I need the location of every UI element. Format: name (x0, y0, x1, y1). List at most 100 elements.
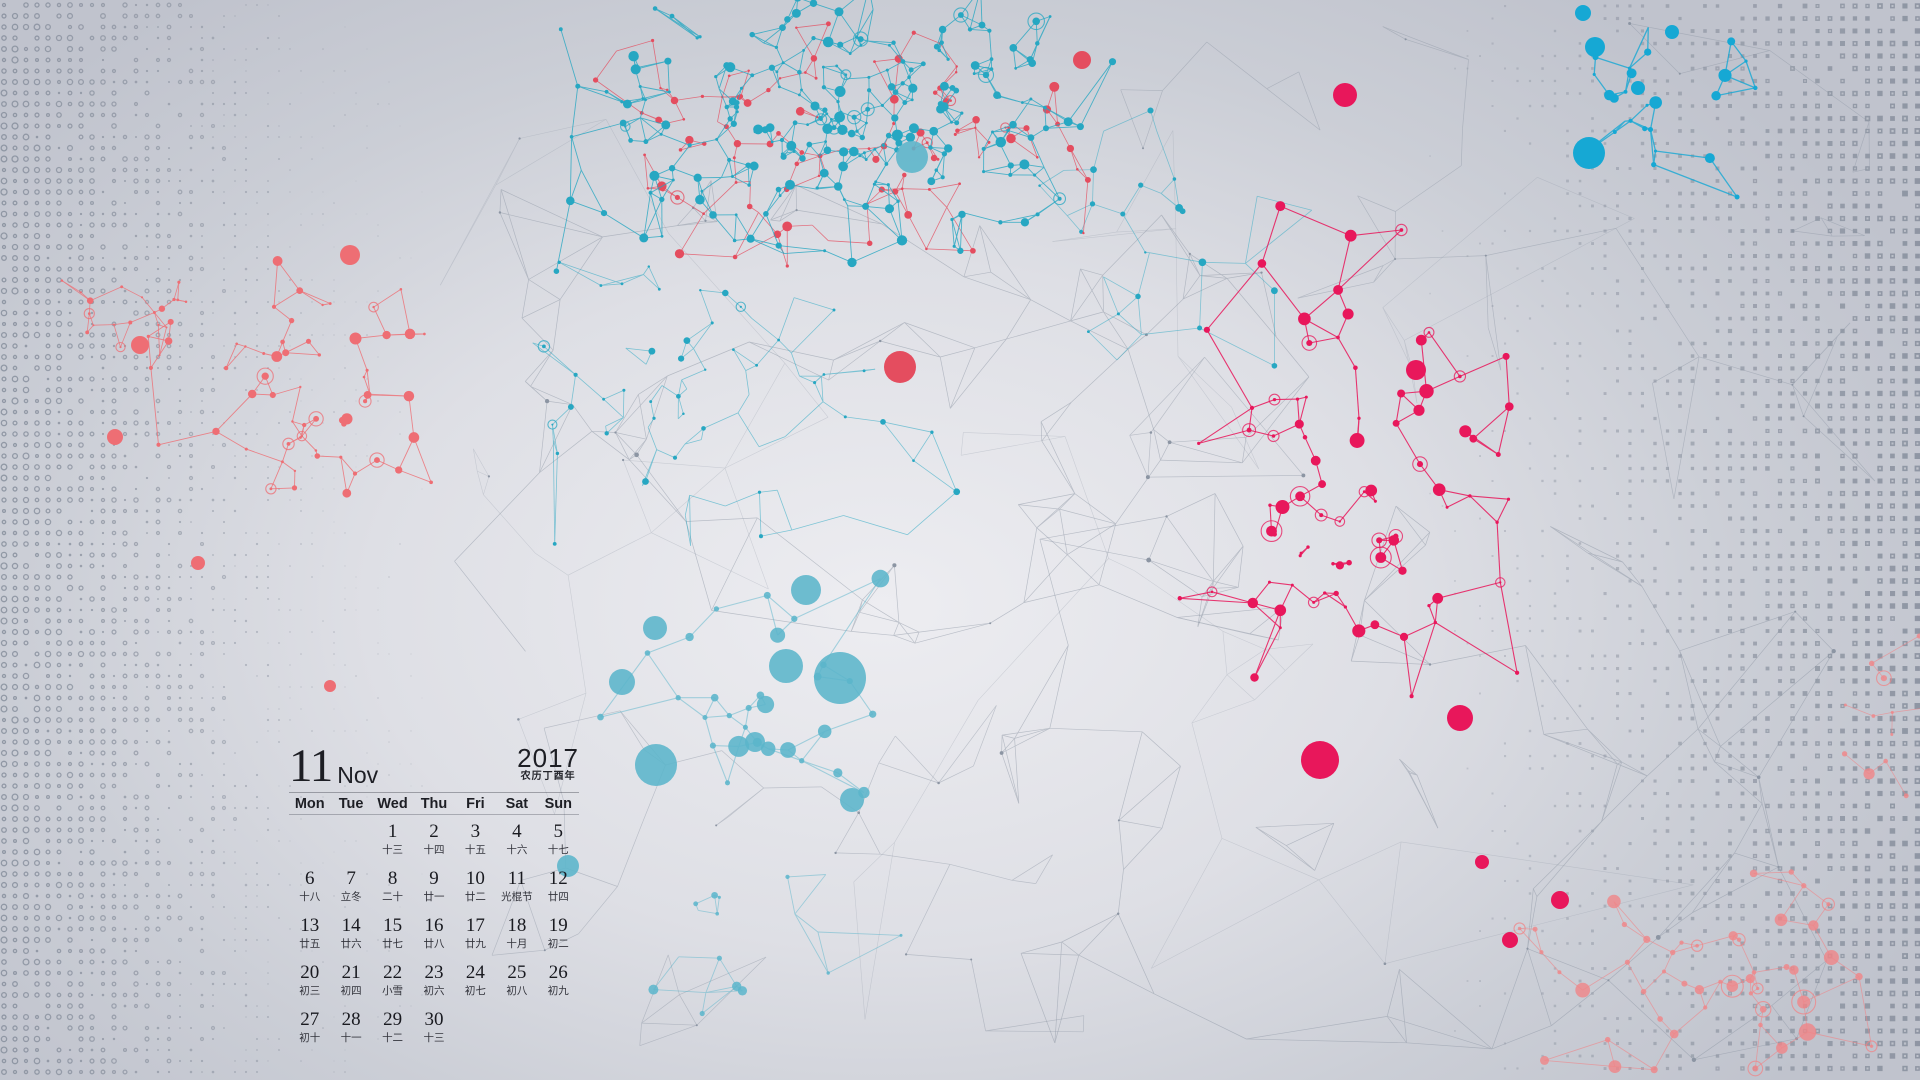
day-number: 18 (507, 915, 527, 936)
lunar-label: 十八 (299, 891, 321, 903)
calendar-day-cell: 20 初三 (289, 958, 330, 1005)
day-number: 5 (553, 821, 564, 842)
lunar-label: 初二 (547, 938, 569, 950)
calendar-day-cell: 6 十八 (289, 864, 330, 911)
calendar-day-cell: 14 廿六 (330, 911, 371, 958)
calendar-day-cell: 12 廿四 (538, 864, 579, 911)
day-number: 16 (424, 915, 444, 936)
cluster-cyan-top-right (1573, 5, 1758, 200)
day-number: 2 (429, 821, 439, 842)
weekday-label: Tue (338, 796, 364, 812)
day-number: 26 (548, 962, 568, 983)
calendar-divider-bottom (289, 814, 579, 815)
calendar-day-cell: 13 廿五 (289, 911, 330, 958)
cluster-mesh-top-right (1120, 22, 1876, 499)
cluster-salmon-left (107, 245, 433, 692)
month-abbr: Nov (337, 762, 379, 788)
weekday-label: Sat (505, 796, 529, 812)
cluster-mesh-long (440, 119, 1694, 1020)
lunar-label: 初九 (547, 985, 569, 997)
lunar-label: 光棍节 (501, 891, 533, 903)
cluster-red-dense-top (592, 21, 1091, 383)
month-number: 11 (289, 740, 333, 792)
cluster-mesh-bottom-right (999, 493, 1836, 1062)
calendar-empty-cell (330, 817, 371, 864)
day-number: 25 (507, 962, 527, 983)
lunar-label: 廿二 (464, 891, 486, 903)
halftone-dots-left (0, 2, 423, 1076)
calendar-day-cell: 17 廿九 (455, 911, 496, 958)
day-number: 28 (341, 1009, 361, 1030)
day-number: 22 (383, 962, 403, 983)
calendar-day-cell: 1 十三 (372, 817, 413, 864)
cluster-teal-bottom-scatter (648, 874, 903, 1017)
lunar-label: 小雪 (382, 985, 404, 997)
cluster-salmon-far-left (60, 279, 188, 357)
calendar-day-cell: 29 十二 (372, 1005, 413, 1052)
day-number: 19 (548, 915, 568, 936)
lunar-label: 廿五 (299, 938, 321, 950)
calendar-day-cell: 30 十三 (413, 1005, 454, 1052)
calendar-day-cell: 27 初十 (289, 1005, 330, 1052)
calendar-day-cell: 18 十月 (496, 911, 537, 958)
day-number: 20 (300, 962, 320, 983)
lunar-label: 十七 (547, 844, 569, 856)
year-block: 2017 农历丁酉年 (517, 743, 579, 783)
day-number: 30 (424, 1009, 444, 1030)
weekday-label: Sun (544, 796, 572, 812)
weekday-label: Mon (294, 796, 325, 812)
lunar-label: 十二 (382, 1032, 404, 1044)
lunar-label: 十五 (464, 844, 486, 856)
lunar-label: 廿一 (423, 891, 445, 903)
calendar-day-cell: 25 初八 (496, 958, 537, 1005)
calendar-day-cell: 22 小雪 (372, 958, 413, 1005)
calendar-day-cell: 3 十五 (455, 817, 496, 864)
calendar-day-cell: 23 初六 (413, 958, 454, 1005)
lunar-label: 初十 (299, 1032, 321, 1044)
weekday-label: Fri (466, 796, 485, 812)
lunar-label: 十三 (382, 844, 404, 856)
day-number: 6 (304, 868, 315, 889)
calendar: 11 Nov 2017 农历丁酉年 Mon Tue Wed Thu Fri Sat Sun … (289, 742, 579, 1052)
cluster-salmon-right-edge (1841, 633, 1920, 799)
lunar-label: 十一 (340, 1032, 362, 1044)
calendar-day-cell: 11 光棍节 (496, 864, 537, 911)
day-number: 4 (512, 821, 522, 842)
lunar-label: 廿四 (547, 891, 569, 903)
calendar-day-cell: 9 廿一 (413, 864, 454, 911)
day-number: 1 (387, 821, 398, 842)
halftone-squares-right (1429, 3, 1920, 1072)
lunar-label: 初八 (506, 985, 528, 997)
lunar-label: 十三 (423, 1032, 445, 1044)
cluster-crimson-right (1177, 83, 1569, 948)
day-number: 24 (465, 962, 485, 983)
lunar-label: 初七 (464, 985, 486, 997)
day-number: 9 (429, 868, 439, 889)
lunar-label: 廿六 (340, 938, 362, 950)
calendar-day-cell: 19 初二 (538, 911, 579, 958)
day-number: 7 (346, 868, 356, 889)
calendar-day-cell: 10 廿二 (455, 864, 496, 911)
day-number: 29 (383, 1009, 403, 1030)
day-number: 13 (300, 915, 320, 936)
calendar-grid: 1 十三 2 十四 3 十五 4 十六 5 十七 6 十八 7 立冬 8 二十 9 廿一 10 廿二 11 光棍节 12 廿四… (289, 817, 579, 1052)
lunar-label: 十四 (423, 844, 445, 856)
calendar-title: 11 Nov 2017 农历丁酉年 (289, 742, 579, 792)
weekday-label: Wed (377, 796, 408, 812)
year-label: 2017 (517, 743, 579, 773)
day-number: 14 (341, 915, 361, 936)
lunar-label: 廿七 (382, 938, 404, 950)
day-number: 3 (470, 821, 481, 842)
lunar-label: 十六 (506, 844, 528, 856)
day-number: 21 (341, 962, 361, 983)
lunar-label: 十月 (506, 938, 528, 950)
day-number: 11 (507, 868, 526, 889)
lunar-label: 初六 (423, 985, 445, 997)
calendar-day-cell: 7 立冬 (330, 864, 371, 911)
day-number: 15 (383, 915, 403, 936)
lunar-label: 初三 (299, 985, 321, 997)
day-number: 27 (300, 1009, 320, 1030)
